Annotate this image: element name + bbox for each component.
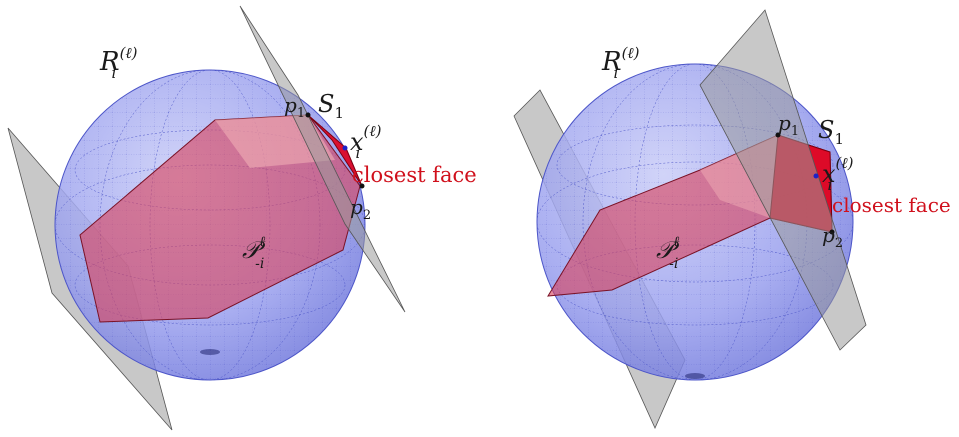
x-label: x(ℓ) i bbox=[350, 122, 382, 162]
panel-right: R(ℓ) i p1 S1 x(ℓ) i closest face p2 𝒫ℓ -i bbox=[514, 10, 951, 428]
set-label: S1 bbox=[318, 90, 344, 122]
closest-face-label: closest face bbox=[832, 193, 951, 217]
p1-label: p1 bbox=[284, 93, 305, 121]
set-label: S1 bbox=[818, 116, 844, 148]
point-x bbox=[343, 146, 348, 151]
p2-label: p2 bbox=[350, 195, 371, 223]
point-p1 bbox=[306, 113, 311, 118]
closest-face-label: closest face bbox=[352, 163, 477, 187]
panel-left: R(ℓ) i p1 S1 x(ℓ) i closest face p2 𝒫ℓ -i bbox=[8, 6, 477, 430]
sphere-label: R(ℓ) i bbox=[99, 44, 138, 82]
point-x bbox=[814, 174, 819, 179]
